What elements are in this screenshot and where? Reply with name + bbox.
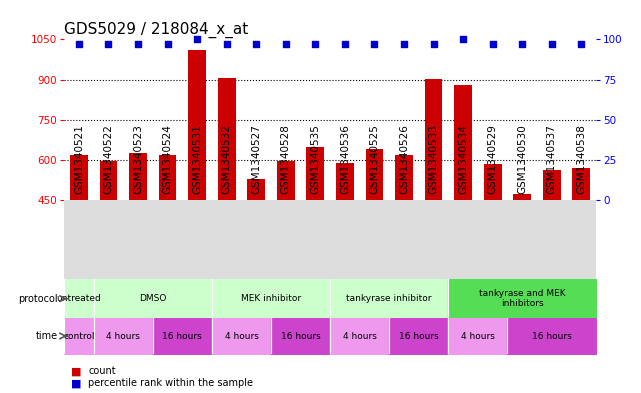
Point bbox=[162, 41, 172, 47]
Bar bbox=[484, 164, 501, 200]
Bar bbox=[99, 162, 117, 200]
Bar bbox=[306, 147, 324, 200]
Point bbox=[576, 41, 587, 47]
Bar bbox=[395, 155, 413, 200]
Text: 16 hours: 16 hours bbox=[162, 332, 202, 340]
Bar bbox=[129, 153, 147, 200]
Point bbox=[547, 41, 557, 47]
Text: ■: ■ bbox=[71, 378, 81, 388]
Point bbox=[103, 41, 113, 47]
Bar bbox=[365, 149, 383, 200]
Point bbox=[281, 41, 291, 47]
Text: MEK inhibitor: MEK inhibitor bbox=[241, 294, 301, 303]
Point bbox=[310, 41, 320, 47]
Point bbox=[458, 36, 468, 42]
Text: DMSO: DMSO bbox=[139, 294, 167, 303]
Point bbox=[488, 41, 498, 47]
Text: 16 hours: 16 hours bbox=[281, 332, 320, 340]
Text: 4 hours: 4 hours bbox=[343, 332, 377, 340]
Bar bbox=[277, 162, 295, 200]
Text: time: time bbox=[35, 331, 58, 341]
Bar bbox=[188, 50, 206, 200]
Text: 16 hours: 16 hours bbox=[532, 332, 572, 340]
Text: 4 hours: 4 hours bbox=[106, 332, 140, 340]
Point bbox=[399, 41, 409, 47]
Bar bbox=[425, 79, 442, 200]
Bar bbox=[159, 155, 176, 200]
Bar bbox=[513, 194, 531, 200]
Text: ■: ■ bbox=[71, 366, 81, 376]
Text: protocol: protocol bbox=[18, 294, 58, 304]
Text: tankyrase and MEK
inhibitors: tankyrase and MEK inhibitors bbox=[479, 289, 565, 309]
Point bbox=[133, 41, 143, 47]
Point bbox=[74, 41, 84, 47]
Bar bbox=[70, 155, 88, 200]
Point bbox=[340, 41, 350, 47]
Text: GDS5029 / 218084_x_at: GDS5029 / 218084_x_at bbox=[64, 22, 248, 38]
Text: 4 hours: 4 hours bbox=[224, 332, 258, 340]
Bar bbox=[336, 163, 354, 200]
Text: control: control bbox=[63, 332, 95, 340]
Bar bbox=[454, 86, 472, 200]
Point bbox=[517, 41, 528, 47]
Point bbox=[428, 41, 438, 47]
Point bbox=[251, 41, 262, 47]
Point bbox=[192, 36, 203, 42]
Text: percentile rank within the sample: percentile rank within the sample bbox=[88, 378, 253, 388]
Point bbox=[222, 41, 232, 47]
Text: 4 hours: 4 hours bbox=[461, 332, 495, 340]
Text: tankyrase inhibitor: tankyrase inhibitor bbox=[347, 294, 432, 303]
Bar bbox=[218, 78, 235, 200]
Point bbox=[369, 41, 379, 47]
Text: 16 hours: 16 hours bbox=[399, 332, 438, 340]
Bar bbox=[247, 179, 265, 200]
Bar bbox=[572, 168, 590, 200]
Bar bbox=[543, 169, 561, 200]
Text: untreated: untreated bbox=[56, 294, 101, 303]
Text: count: count bbox=[88, 366, 116, 376]
